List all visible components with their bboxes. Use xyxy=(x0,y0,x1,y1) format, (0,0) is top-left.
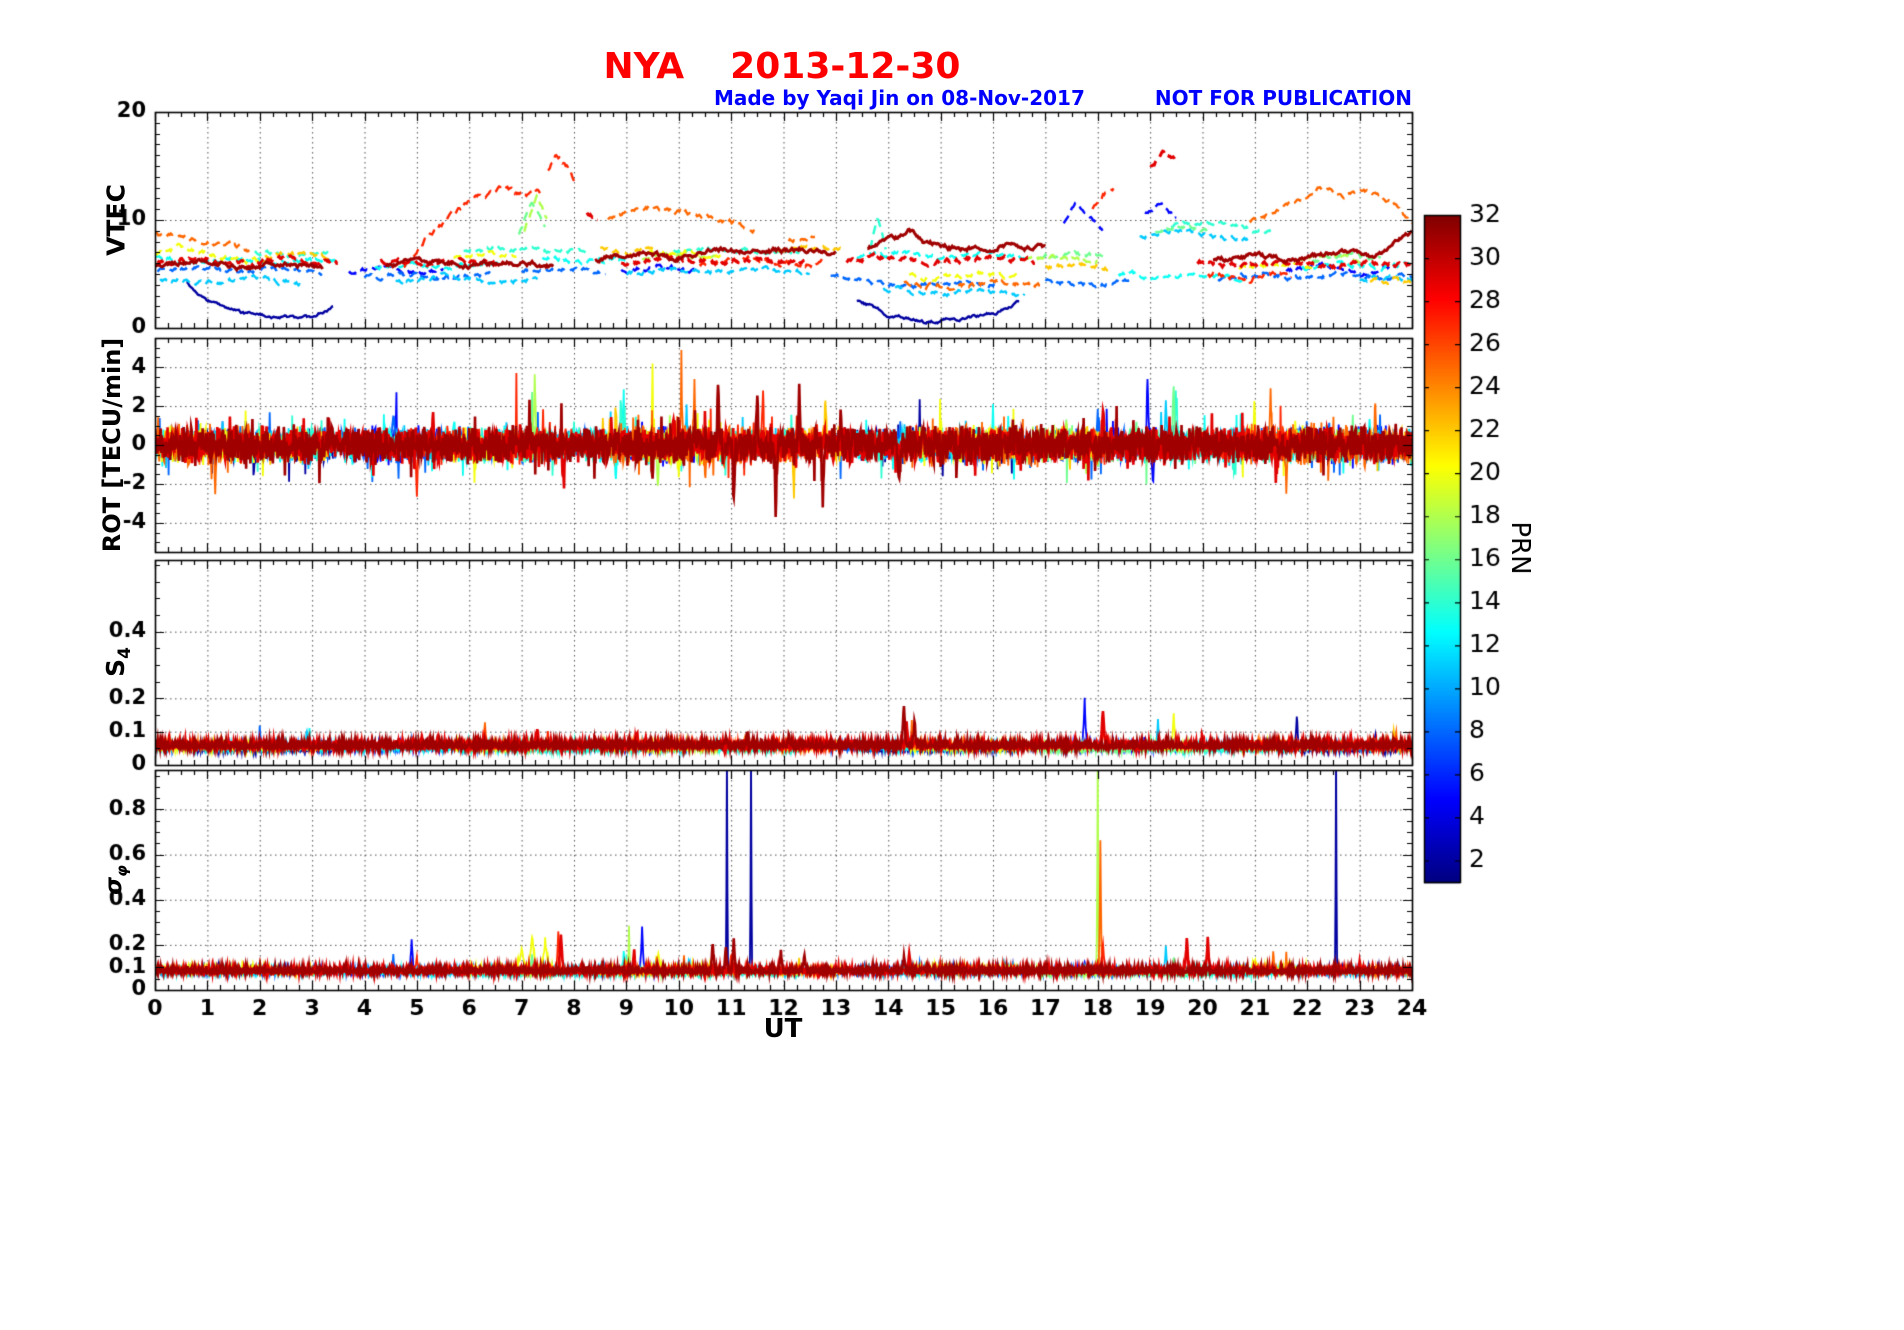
ylabel-s4-main: S xyxy=(101,658,130,677)
ylabel-s4-sub: 4 xyxy=(115,647,135,659)
ylabel-s4: S4 xyxy=(101,647,135,677)
ylabel-sigma-main: σ xyxy=(101,876,128,895)
ylabel-vtec: VTEC xyxy=(101,184,131,256)
xlabel-ut: UT xyxy=(763,1014,803,1044)
chart-title: NYA 2013-12-30 xyxy=(604,46,961,87)
station-name: NYA xyxy=(603,46,685,87)
credit-notice: NOT FOR PUBLICATION xyxy=(1154,86,1412,110)
ylabel-rot: ROT [TECU/min] xyxy=(98,337,126,553)
credit-author: Made by Yaqi Jin on 08-Nov-2017 xyxy=(713,86,1085,110)
credit-line: Made by Yaqi Jin on 08-Nov-2017 NOT FOR … xyxy=(714,86,1412,110)
colorbar-label: PRN xyxy=(1505,521,1535,575)
chart-date: 2013-12-30 xyxy=(730,46,961,87)
ylabel-sigma-sub: φ xyxy=(112,865,131,877)
ylabel-sigma-phi: σφ xyxy=(101,865,131,895)
